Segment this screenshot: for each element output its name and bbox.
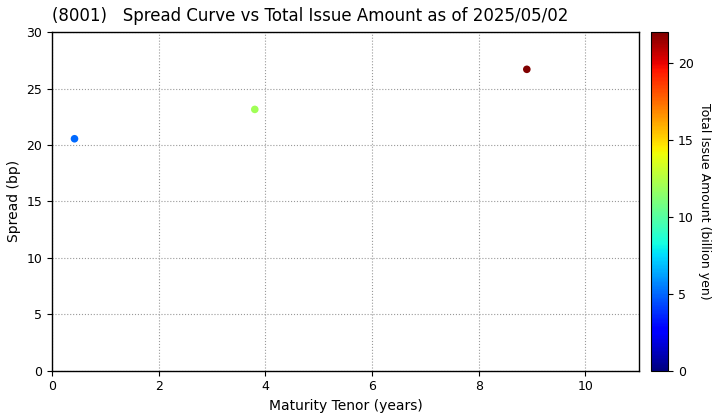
X-axis label: Maturity Tenor (years): Maturity Tenor (years) — [269, 399, 423, 413]
Point — [521, 66, 533, 73]
Y-axis label: Total Issue Amount (billion yen): Total Issue Amount (billion yen) — [698, 103, 711, 300]
Point — [249, 106, 261, 113]
Point — [68, 135, 80, 142]
Y-axis label: Spread (bp): Spread (bp) — [7, 160, 21, 242]
Text: (8001)   Spread Curve vs Total Issue Amount as of 2025/05/02: (8001) Spread Curve vs Total Issue Amoun… — [52, 7, 569, 25]
